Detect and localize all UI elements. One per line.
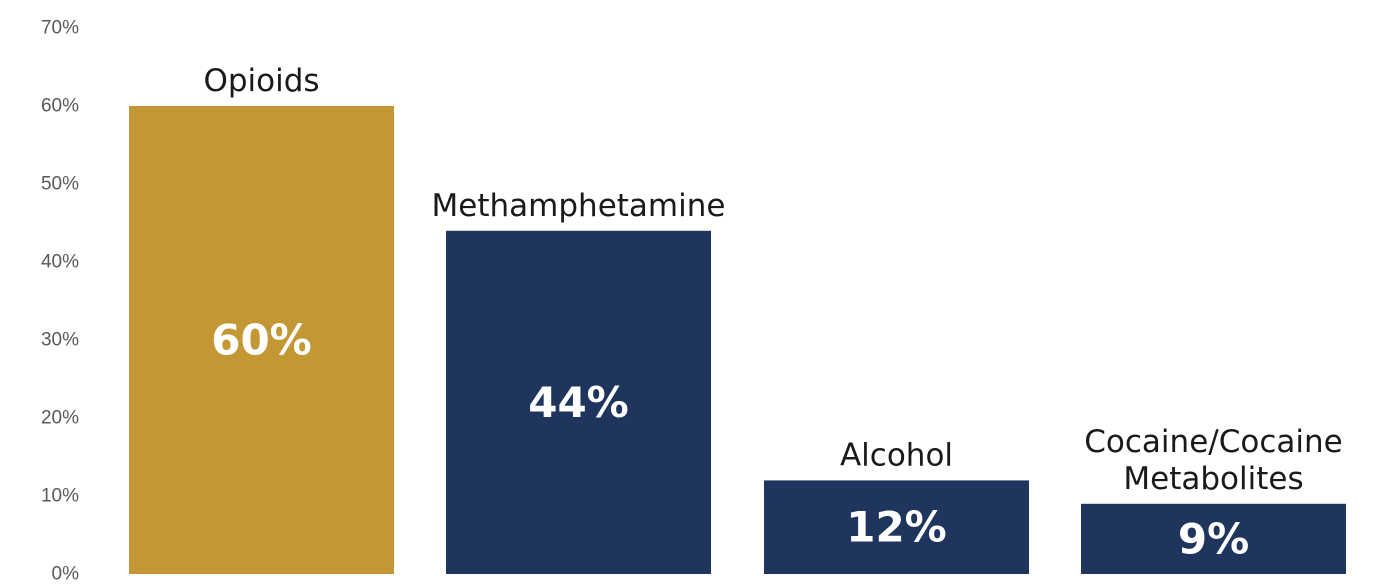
bar xyxy=(764,480,1029,574)
bar xyxy=(129,106,394,574)
y-tick-label: 0% xyxy=(52,564,80,584)
bars xyxy=(129,106,1346,575)
category-label: Opioids xyxy=(203,63,319,99)
bar-value-label: 44% xyxy=(528,378,629,427)
bar xyxy=(1081,503,1346,574)
category-label: Metabolites xyxy=(1123,461,1303,497)
bar-value-label: 9% xyxy=(1178,514,1249,563)
category-labels: Opioids Methamphetamine Alcohol Cocaine/Coc… xyxy=(203,63,1342,497)
y-tick-label: 10% xyxy=(41,486,79,507)
bar xyxy=(446,230,711,575)
category-label: Alcohol xyxy=(840,437,953,473)
y-tick-label: 70% xyxy=(41,18,79,39)
y-tick-label: 40% xyxy=(41,252,79,273)
y-tick-label: 60% xyxy=(41,96,79,117)
y-tick-label: 30% xyxy=(41,330,79,351)
y-axis: 0% 10% 20% 30% 40% 50% 60% 70% xyxy=(41,18,79,584)
category-label: Cocaine/Cocaine xyxy=(1084,424,1342,460)
y-tick-label: 20% xyxy=(41,408,79,429)
bar-value-label: 12% xyxy=(846,503,947,552)
bar-value-label: 60% xyxy=(211,316,312,365)
value-labels: 60% 44% 12% 9% xyxy=(211,316,1249,564)
category-label: Methamphetamine xyxy=(432,188,726,224)
y-tick-label: 50% xyxy=(41,174,79,195)
